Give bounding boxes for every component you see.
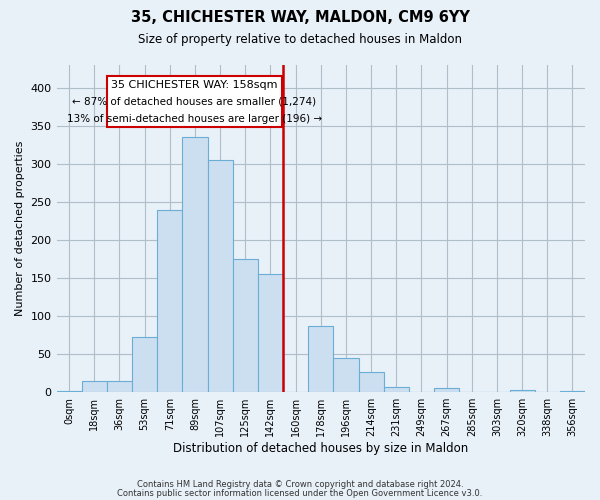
Bar: [308, 326, 334, 392]
Bar: [434, 388, 459, 392]
Bar: [359, 372, 383, 392]
Text: ← 87% of detached houses are smaller (1,274): ← 87% of detached houses are smaller (1,…: [72, 97, 316, 107]
X-axis label: Distribution of detached houses by size in Maldon: Distribution of detached houses by size …: [173, 442, 469, 455]
Y-axis label: Number of detached properties: Number of detached properties: [15, 141, 25, 316]
Bar: [383, 387, 409, 392]
FancyBboxPatch shape: [107, 76, 282, 128]
Bar: [208, 160, 233, 392]
Text: Contains public sector information licensed under the Open Government Licence v3: Contains public sector information licen…: [118, 488, 482, 498]
Bar: [107, 381, 132, 392]
Bar: [82, 381, 107, 392]
Text: 13% of semi-detached houses are larger (196) →: 13% of semi-detached houses are larger (…: [67, 114, 322, 124]
Bar: [560, 390, 585, 392]
Text: 35 CHICHESTER WAY: 158sqm: 35 CHICHESTER WAY: 158sqm: [111, 80, 278, 90]
Bar: [157, 210, 182, 392]
Bar: [56, 390, 82, 392]
Bar: [233, 259, 258, 392]
Bar: [132, 338, 157, 392]
Bar: [334, 358, 359, 392]
Bar: [509, 390, 535, 392]
Text: Contains HM Land Registry data © Crown copyright and database right 2024.: Contains HM Land Registry data © Crown c…: [137, 480, 463, 489]
Text: Size of property relative to detached houses in Maldon: Size of property relative to detached ho…: [138, 32, 462, 46]
Bar: [258, 274, 283, 392]
Bar: [182, 138, 208, 392]
Text: 35, CHICHESTER WAY, MALDON, CM9 6YY: 35, CHICHESTER WAY, MALDON, CM9 6YY: [131, 10, 469, 25]
